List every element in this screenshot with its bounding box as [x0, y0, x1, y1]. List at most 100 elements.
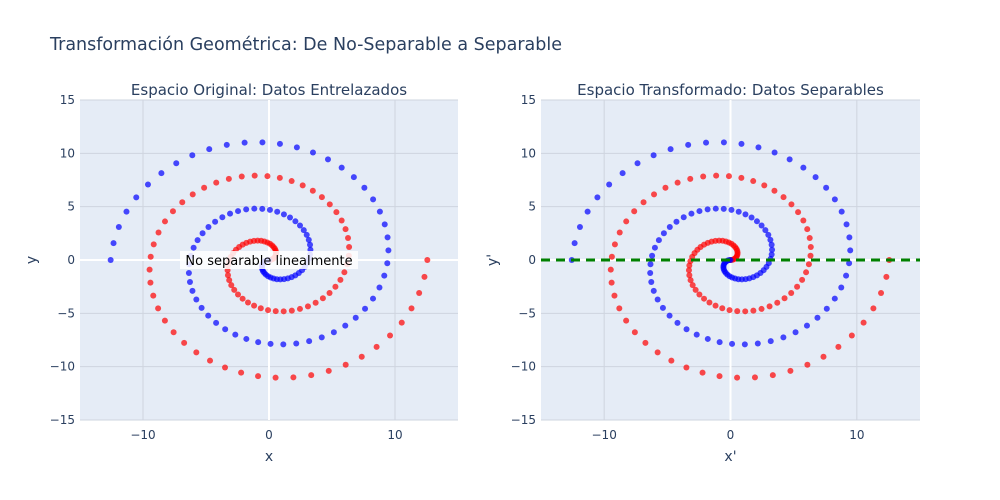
- point-class-a: [276, 174, 283, 181]
- point-class-a: [686, 272, 693, 279]
- point-class-a: [848, 332, 855, 339]
- x-tick-label: −10: [592, 428, 617, 442]
- point-class-b: [173, 160, 180, 167]
- point-class-a: [288, 307, 295, 314]
- point-class-a: [750, 178, 757, 185]
- point-class-a: [616, 229, 623, 236]
- point-class-b: [350, 174, 357, 181]
- point-class-a: [668, 357, 675, 364]
- point-class-a: [179, 199, 186, 206]
- point-class-a: [870, 305, 877, 312]
- point-class-b: [384, 234, 391, 241]
- point-class-b: [847, 247, 854, 254]
- point-class-a: [781, 295, 788, 302]
- point-class-a: [878, 290, 885, 297]
- point-class-b: [688, 210, 695, 217]
- point-class-a: [631, 208, 638, 215]
- point-class-a: [373, 343, 380, 350]
- point-class-b: [381, 221, 388, 228]
- point-class-a: [794, 283, 801, 290]
- point-class-a: [788, 289, 795, 296]
- point-class-b: [309, 149, 316, 156]
- point-class-a: [787, 367, 794, 374]
- y-tick-label: 0: [528, 253, 536, 267]
- point-class-b: [606, 181, 613, 188]
- point-class-a: [725, 173, 732, 180]
- point-class-b: [767, 236, 774, 243]
- point-class-b: [693, 331, 700, 338]
- point-class-b: [243, 335, 250, 342]
- point-class-b: [376, 208, 383, 215]
- point-class-a: [820, 353, 827, 360]
- data-layer: [541, 139, 920, 381]
- point-class-a: [257, 305, 264, 312]
- point-class-a: [224, 272, 231, 279]
- point-class-a: [318, 194, 325, 201]
- point-class-b: [659, 304, 666, 311]
- point-class-b: [803, 322, 810, 329]
- point-class-a: [662, 184, 669, 191]
- point-class-b: [287, 214, 294, 221]
- point-class-b: [222, 326, 229, 333]
- point-class-a: [607, 266, 614, 273]
- point-class-b: [300, 227, 307, 234]
- point-class-b: [768, 251, 775, 258]
- point-class-a: [150, 241, 157, 248]
- point-class-b: [666, 224, 673, 231]
- point-class-b: [720, 205, 727, 212]
- point-class-a: [689, 282, 696, 289]
- point-class-a: [424, 257, 431, 264]
- point-class-a: [161, 218, 168, 225]
- point-class-a: [251, 302, 258, 309]
- point-class-a: [774, 299, 781, 306]
- point-class-b: [634, 160, 641, 167]
- point-class-a: [608, 279, 615, 286]
- point-class-b: [190, 244, 197, 251]
- annotation-box: [180, 251, 358, 269]
- point-class-b: [650, 287, 657, 294]
- point-class-b: [649, 252, 656, 259]
- point-class-a: [251, 172, 258, 179]
- x-tick-label: 10: [387, 428, 402, 442]
- point-class-a: [387, 332, 394, 339]
- subplot-transformed: −15 −10 −5 0 5 10 15 −10 0 10 Espacio Transformado…: [485, 81, 920, 465]
- point-class-a: [299, 182, 306, 189]
- point-class-a: [155, 229, 162, 236]
- y-tick-label: 15: [60, 93, 75, 107]
- point-class-b: [243, 206, 250, 213]
- point-class-a: [333, 209, 340, 216]
- point-class-b: [342, 322, 349, 329]
- point-class-a: [692, 286, 699, 293]
- point-class-a: [750, 307, 757, 314]
- point-class-a: [308, 372, 315, 379]
- point-class-a: [751, 374, 758, 381]
- point-class-b: [576, 223, 583, 230]
- point-class-a: [421, 273, 428, 280]
- subplot-title: Espacio Original: Datos Entrelazados: [131, 81, 407, 99]
- point-class-a: [207, 357, 214, 364]
- point-class-a: [631, 329, 638, 336]
- point-class-a: [346, 243, 353, 250]
- y-tick-label: −15: [50, 413, 75, 427]
- point-class-b: [199, 230, 206, 237]
- point-class-a: [319, 295, 326, 302]
- point-class-a: [238, 173, 245, 180]
- point-class-a: [288, 178, 295, 185]
- point-class-a: [804, 361, 811, 368]
- point-class-b: [704, 206, 711, 213]
- point-class-b: [720, 139, 727, 146]
- point-class-a: [155, 305, 162, 312]
- point-class-b: [846, 260, 853, 267]
- point-class-b: [110, 240, 117, 247]
- point-class-b: [259, 139, 266, 146]
- point-class-b: [741, 341, 748, 348]
- point-class-a: [726, 307, 733, 314]
- point-class-a: [734, 308, 741, 315]
- point-class-b: [758, 222, 765, 229]
- point-class-a: [608, 253, 615, 260]
- point-class-a: [611, 241, 618, 248]
- point-class-a: [685, 267, 692, 274]
- point-class-b: [571, 240, 578, 247]
- y-tick-label: 15: [521, 93, 536, 107]
- point-class-a: [332, 283, 339, 290]
